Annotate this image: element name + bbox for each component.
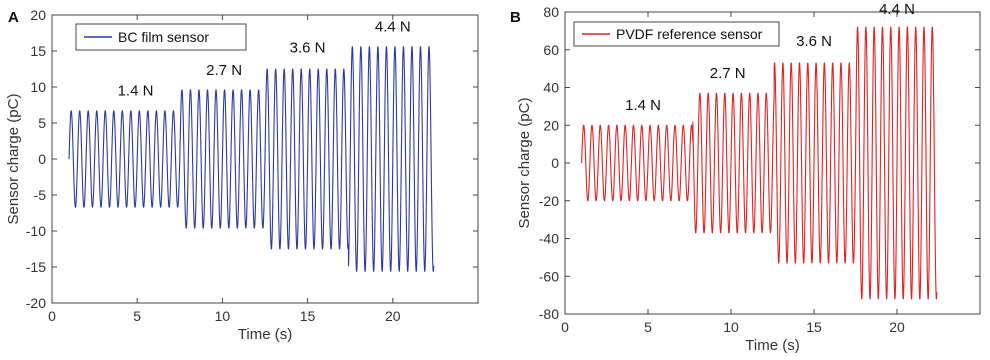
force-annotation: 4.4 N — [879, 1, 915, 18]
legend-entry: PVDF reference sensor — [616, 26, 763, 42]
force-annotation: 3.6 N — [796, 33, 832, 50]
x-tick-label: 0 — [48, 308, 56, 324]
x-axis-label: Time (s) — [238, 326, 292, 343]
panel-a-bc-film-chart: 0 5 10 15 20 -20 -15 -10 -5 0 5 10 15 20 Time (s) Senso… — [5, 7, 479, 343]
legend-entry: BC film sensor — [118, 29, 209, 45]
force-annotation: 2.7 N — [206, 62, 242, 79]
x-axis-label: Time (s) — [745, 337, 799, 354]
y-axis-label: Sensor charge (pC) — [516, 98, 533, 229]
x-tick-label: 15 — [806, 319, 822, 335]
y-tick-label: -10 — [26, 223, 46, 239]
y-tick-label: 20 — [543, 117, 559, 133]
x-tick-label: 5 — [644, 319, 652, 335]
force-annotation: 1.4 N — [625, 97, 661, 114]
y-tick-label: -40 — [539, 231, 559, 247]
y-tick-label: 80 — [543, 4, 559, 20]
force-annotation: 2.7 N — [710, 65, 746, 82]
series-line-0 — [581, 26, 938, 300]
x-tick-label: 5 — [133, 308, 141, 324]
y-tick-label: -20 — [26, 295, 46, 311]
y-tick-label: -80 — [539, 306, 559, 322]
y-tick-label: 10 — [30, 79, 46, 95]
x-tick-label: 15 — [300, 308, 316, 324]
y-tick-label: 60 — [543, 42, 559, 58]
x-tick-label: 10 — [215, 308, 231, 324]
force-annotation: 4.4 N — [375, 19, 411, 36]
panel-label: A — [8, 9, 19, 26]
y-tick-label: 0 — [38, 151, 46, 167]
force-annotation: 1.4 N — [118, 83, 154, 100]
y-tick-label: 5 — [38, 115, 46, 131]
y-tick-label: -60 — [539, 268, 559, 284]
panel-b-pvdf-chart: 0 5 10 15 20 -80 -60 -40 -20 0 20 40 60 80 Time (s) Sen… — [510, 1, 981, 354]
y-tick-label: 20 — [30, 7, 46, 23]
x-tick-label: 20 — [385, 308, 401, 324]
panel-label: B — [510, 9, 521, 26]
y-tick-label: 0 — [551, 155, 559, 171]
x-tick-label: 20 — [889, 319, 905, 335]
series-line-0 — [68, 46, 435, 272]
y-tick-label: 15 — [30, 43, 46, 59]
y-tick-label: 40 — [543, 80, 559, 96]
y-tick-label: -5 — [34, 187, 47, 203]
force-annotation: 3.6 N — [290, 39, 326, 56]
y-tick-label: -15 — [26, 259, 46, 275]
x-tick-label: 0 — [561, 319, 569, 335]
y-axis-label: Sensor charge (pC) — [5, 94, 22, 225]
x-tick-label: 10 — [723, 319, 739, 335]
y-tick-label: -20 — [539, 193, 559, 209]
